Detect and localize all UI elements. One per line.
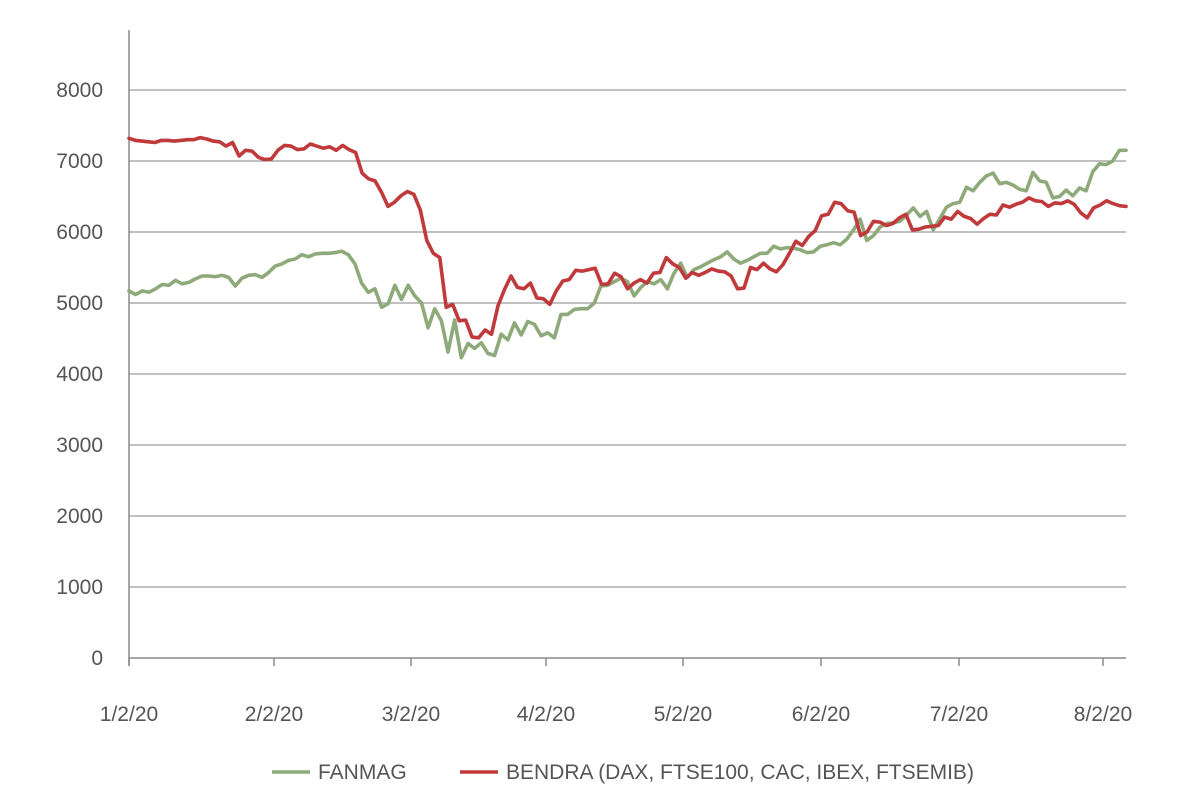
x-tick-label: 2/2/20 (245, 703, 303, 726)
y-tick-label: 1000 (56, 576, 103, 599)
y-tick-label: 0 (91, 647, 103, 670)
y-tick-label: 8000 (56, 79, 103, 102)
x-tick-label: 8/2/20 (1074, 703, 1132, 726)
x-tick-label: 6/2/20 (792, 703, 850, 726)
x-axis-ticks: 1/2/20 2/2/20 3/2/20 4/2/20 5/2/20 6/2/20 7/2/… (100, 658, 1132, 726)
x-tick-label: 5/2/20 (654, 703, 712, 726)
legend-label: BENDRA (DAX, FTSE100, CAC, IBEX, FTSEMIB… (506, 761, 974, 784)
legend-label: FANMAG (318, 761, 407, 784)
axes (128, 30, 1126, 666)
series-line-1 (127, 135, 1128, 340)
legend: FANMAG BENDRA (DAX, FTSE100, CAC, IBEX, F… (272, 761, 974, 784)
x-tick-label: 1/2/20 (100, 703, 158, 726)
y-tick-label: 2000 (56, 505, 103, 528)
series-lines (127, 135, 1128, 360)
y-axis-ticks: 0 1000 2000 3000 4000 5000 6000 7000 8000 (56, 79, 103, 670)
x-tick-label: 3/2/20 (382, 703, 440, 726)
y-tick-label: 5000 (56, 292, 103, 315)
gridlines (129, 89, 1126, 588)
series-line-0 (127, 148, 1128, 360)
x-tick-label: 7/2/20 (930, 703, 988, 726)
y-tick-label: 3000 (56, 434, 103, 457)
y-tick-label: 6000 (56, 221, 103, 244)
y-tick-label: 7000 (56, 150, 103, 173)
x-tick-label: 4/2/20 (517, 703, 575, 726)
y-tick-label: 4000 (56, 363, 103, 386)
